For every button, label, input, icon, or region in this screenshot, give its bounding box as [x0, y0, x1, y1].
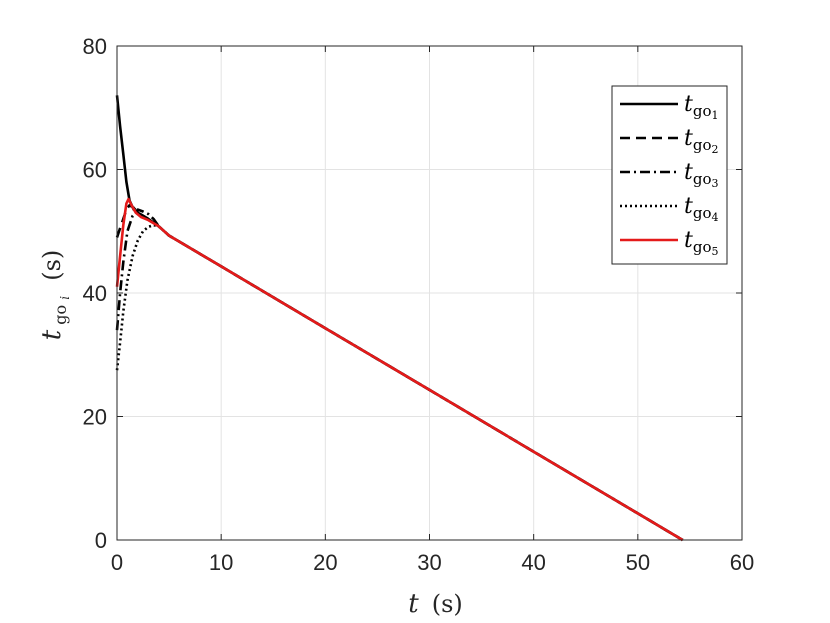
y-axis-unit: (s)	[38, 250, 66, 281]
y-tick-label: 80	[83, 34, 107, 59]
x-tick-label: 40	[521, 550, 545, 575]
y-tick-label: 40	[83, 281, 107, 306]
legend-var: t	[684, 160, 693, 185]
legend-sub: go	[693, 204, 712, 222]
legend-sub: go	[693, 102, 712, 120]
tick-labels: 0 10 20 30 40 50 60 0 20 40 60 80	[83, 34, 755, 575]
legend-label-2: tgo2	[684, 126, 718, 156]
x-tick-label: 30	[417, 550, 441, 575]
x-tick-label: 50	[626, 550, 650, 575]
x-tick-label: 20	[313, 550, 337, 575]
legend-var: t	[684, 126, 693, 151]
y-axis-sub: go	[51, 305, 70, 325]
legend-subsub: 3	[711, 177, 718, 190]
legend-subsub: 2	[711, 143, 718, 156]
x-axis-label: t (s)	[408, 589, 463, 619]
legend-sub: go	[693, 136, 712, 154]
legend-var: t	[684, 228, 693, 253]
x-tick-label: 0	[111, 550, 123, 575]
legend-label-3: tgo3	[684, 160, 718, 190]
series-layer	[115, 95, 684, 542]
legend-label-4: tgo4	[684, 194, 718, 224]
legend-sub: go	[693, 238, 712, 256]
ticks	[116, 45, 743, 541]
x-tick-label: 10	[209, 550, 233, 575]
y-tick-label: 60	[83, 158, 107, 183]
legend-var: t	[684, 92, 693, 117]
legend-var: t	[684, 194, 693, 219]
y-axis-label: t go i (s)	[37, 250, 72, 341]
x-tick-label: 60	[730, 550, 754, 575]
y-axis-subsub: i	[58, 296, 72, 300]
y-axis-var: t	[37, 329, 67, 340]
y-tick-label: 20	[83, 405, 107, 430]
legend-box	[611, 85, 728, 265]
legend-label-5: tgo5	[684, 228, 718, 258]
series-line-5	[115, 197, 684, 542]
x-axis-unit: (s)	[432, 590, 463, 618]
series-line-1	[115, 95, 684, 542]
legend-subsub: 4	[711, 211, 718, 224]
y-tick-label: 0	[95, 528, 107, 553]
legend-sub: go	[693, 170, 712, 188]
series-line-4	[115, 223, 684, 542]
legend-subsub: 1	[711, 109, 718, 122]
legend-subsub: 5	[711, 245, 718, 258]
x-axis-var: t	[408, 589, 419, 619]
legend-label-1: tgo1	[684, 92, 718, 122]
